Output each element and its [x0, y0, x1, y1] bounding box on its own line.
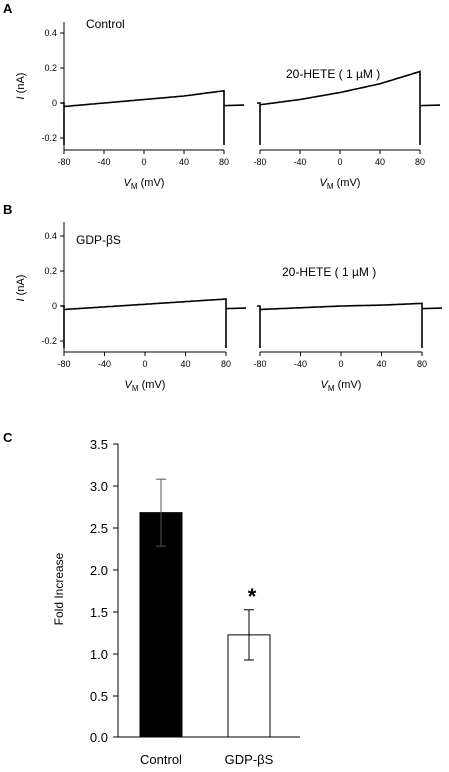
b1-x-axis-title: VM (mV): [125, 379, 166, 393]
panel-c: C Fold Increase 3.5 3.0 2.5 2.0 1.5 1.0 …: [3, 430, 300, 767]
b-trace-gdpbs: [61, 298, 247, 348]
b-y-axis-title: I (nA): [15, 275, 27, 302]
a-y-axis-title: I (nA): [15, 73, 27, 100]
a1-x-tick-label-1: -40: [97, 157, 110, 167]
a1-x-tick-label-4: 80: [219, 157, 229, 167]
c-y-tick-label-6: 0.5: [90, 689, 108, 704]
b1-x-tick-label-0: -80: [57, 359, 70, 369]
panel-b: B 0.4 0.2 0 -0.2 I (nA) -80 -40 0 40 80 …: [3, 202, 443, 393]
b2-x-tick-label-1: -40: [294, 359, 307, 369]
a-trace-20hete: [257, 70, 441, 145]
a-y-tick-label-3: -0.2: [41, 133, 57, 143]
b1-x-tick-label-2: 0: [142, 359, 147, 369]
a2-x-tick-label-3: 40: [375, 157, 385, 167]
b2-x-tick-label-4: 80: [417, 359, 427, 369]
b-y-tick-label-1: 0.2: [44, 266, 57, 276]
a-y-tick-label-0: 0.4: [44, 28, 57, 38]
b-y-tick-label-2: 0: [52, 301, 57, 311]
c-y-tick-label-1: 3.0: [90, 479, 108, 494]
c-y-axis-title: Fold Increase: [52, 552, 66, 625]
a2-x-tick-label-4: 80: [415, 157, 425, 167]
panel-a: A 0.4 0.2 0 -0.2 I (nA) -80 -40 0 40 80 …: [3, 1, 441, 191]
b-trace-label-gdpbs: GDP-βS: [76, 233, 121, 247]
a1-x-axis-title: VM (mV): [124, 177, 165, 191]
b-trace-20hete: [257, 302, 443, 348]
b1-x-tick-label-4: 80: [221, 359, 231, 369]
c-y-tick-label-5: 1.0: [90, 647, 108, 662]
a2-x-tick-label-1: -40: [293, 157, 306, 167]
b2-x-tick-label-3: 40: [376, 359, 386, 369]
a2-x-tick-label-2: 0: [337, 157, 342, 167]
panel-letter-c: C: [3, 430, 13, 445]
c-y-tick-label-4: 1.5: [90, 605, 108, 620]
b2-x-axis-title: VM (mV): [321, 379, 362, 393]
b1-x-tick-label-3: 40: [180, 359, 190, 369]
c-y-tick-label-2: 2.5: [90, 521, 108, 536]
c-y-tick-label-0: 3.5: [90, 437, 108, 452]
c-y-tick-label-7: 0.0: [90, 730, 108, 745]
b1-x-tick-label-1: -40: [98, 359, 111, 369]
b-trace-label-20hete: 20-HETE ( 1 µM ): [282, 265, 376, 279]
a-trace-label-control: Control: [86, 17, 125, 31]
b-y-tick-label-3: -0.2: [41, 336, 57, 346]
a2-x-tick-label-0: -80: [253, 157, 266, 167]
b2-x-tick-label-2: 0: [338, 359, 343, 369]
panel-letter-b: B: [3, 202, 12, 217]
a1-x-tick-label-0: -80: [57, 157, 70, 167]
a1-x-tick-label-3: 40: [179, 157, 189, 167]
a-y-tick-label-1: 0.2: [44, 63, 57, 73]
c-y-ticks: [113, 443, 118, 738]
c-y-tick-label-3: 2.0: [90, 563, 108, 578]
bar-control: [139, 512, 183, 738]
panel-letter-a: A: [3, 1, 13, 16]
b-y-tick-label-0: 0.4: [44, 231, 57, 241]
a-y-tick-label-2: 0: [52, 98, 57, 108]
a-trace-control: [61, 89, 245, 145]
c-significance-star: *: [248, 584, 257, 609]
c-category-label-control: Control: [140, 752, 182, 767]
a-trace-label-20hete: 20-HETE ( 1 µM ): [286, 67, 380, 81]
a1-x-tick-label-2: 0: [141, 157, 146, 167]
c-category-label-gdpbs: GDP-βS: [225, 752, 274, 767]
a2-x-axis-title: VM (mV): [320, 177, 361, 191]
b2-x-tick-label-0: -80: [253, 359, 266, 369]
